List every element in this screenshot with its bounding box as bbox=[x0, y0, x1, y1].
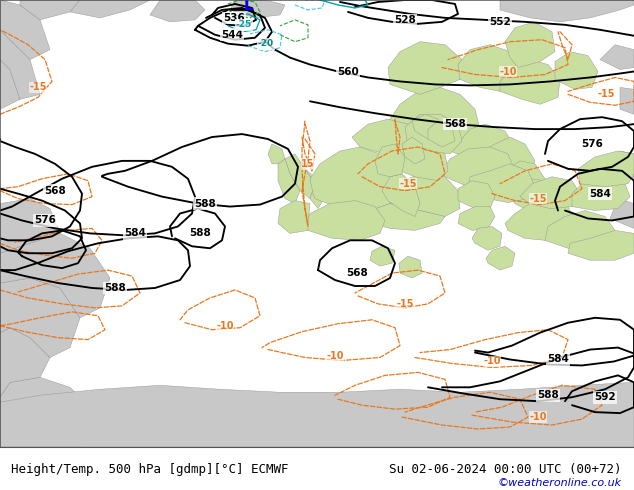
Polygon shape bbox=[428, 121, 455, 147]
Polygon shape bbox=[305, 169, 325, 209]
Polygon shape bbox=[0, 387, 634, 447]
Polygon shape bbox=[230, 0, 285, 18]
Text: 584: 584 bbox=[547, 354, 569, 365]
Polygon shape bbox=[370, 246, 395, 266]
Text: ©weatheronline.co.uk: ©weatheronline.co.uk bbox=[497, 478, 621, 488]
Text: 528: 528 bbox=[394, 15, 416, 25]
Polygon shape bbox=[382, 174, 420, 217]
Polygon shape bbox=[500, 0, 634, 22]
Polygon shape bbox=[490, 161, 545, 196]
Polygon shape bbox=[0, 278, 80, 358]
Polygon shape bbox=[442, 147, 515, 191]
Polygon shape bbox=[568, 230, 634, 260]
Polygon shape bbox=[388, 42, 462, 95]
Text: 592: 592 bbox=[594, 392, 616, 402]
Polygon shape bbox=[399, 256, 422, 278]
Text: 544: 544 bbox=[221, 30, 243, 40]
Text: Height/Temp. 500 hPa [gdmp][°C] ECMWF: Height/Temp. 500 hPa [gdmp][°C] ECMWF bbox=[11, 463, 289, 476]
Text: -15: -15 bbox=[396, 299, 414, 309]
Polygon shape bbox=[390, 171, 460, 217]
Text: -10: -10 bbox=[327, 350, 344, 361]
Polygon shape bbox=[0, 233, 110, 318]
Polygon shape bbox=[310, 147, 400, 211]
Text: 584: 584 bbox=[589, 189, 611, 198]
Polygon shape bbox=[505, 200, 575, 240]
Polygon shape bbox=[545, 211, 615, 250]
Polygon shape bbox=[578, 151, 634, 187]
Polygon shape bbox=[305, 200, 385, 240]
Text: 588: 588 bbox=[194, 198, 216, 209]
Text: Su 02-06-2024 00:00 UTC (00+72): Su 02-06-2024 00:00 UTC (00+72) bbox=[389, 463, 621, 476]
Polygon shape bbox=[505, 179, 552, 211]
Polygon shape bbox=[0, 30, 40, 99]
Polygon shape bbox=[458, 181, 495, 209]
Text: 568: 568 bbox=[346, 268, 368, 278]
Text: -15: -15 bbox=[399, 179, 417, 189]
Polygon shape bbox=[395, 144, 448, 181]
Polygon shape bbox=[340, 203, 445, 230]
Polygon shape bbox=[458, 45, 522, 91]
Text: 568: 568 bbox=[444, 119, 466, 129]
Text: 568: 568 bbox=[44, 186, 66, 196]
Text: 588: 588 bbox=[537, 390, 559, 400]
Text: -15: -15 bbox=[597, 89, 615, 99]
Polygon shape bbox=[0, 328, 50, 397]
Text: -15: -15 bbox=[529, 194, 547, 204]
Polygon shape bbox=[352, 119, 415, 157]
Text: -15: -15 bbox=[29, 82, 47, 93]
Polygon shape bbox=[405, 114, 462, 154]
Text: 560: 560 bbox=[337, 67, 359, 76]
Text: 536: 536 bbox=[223, 13, 245, 23]
Polygon shape bbox=[0, 0, 50, 60]
Text: 588: 588 bbox=[189, 228, 211, 238]
Text: 576: 576 bbox=[581, 139, 603, 149]
Polygon shape bbox=[0, 60, 20, 109]
Text: 576: 576 bbox=[34, 216, 56, 225]
Polygon shape bbox=[20, 0, 80, 20]
Text: -10: -10 bbox=[499, 67, 517, 76]
Text: 588: 588 bbox=[104, 283, 126, 293]
Text: -20: -20 bbox=[258, 39, 274, 48]
Polygon shape bbox=[0, 198, 60, 253]
Polygon shape bbox=[278, 200, 310, 233]
Polygon shape bbox=[285, 154, 315, 198]
Polygon shape bbox=[555, 51, 598, 89]
Polygon shape bbox=[412, 114, 440, 139]
Polygon shape bbox=[472, 226, 502, 250]
Polygon shape bbox=[70, 0, 150, 18]
Polygon shape bbox=[486, 246, 515, 270]
Polygon shape bbox=[500, 60, 560, 104]
Text: -10: -10 bbox=[529, 412, 547, 422]
Polygon shape bbox=[475, 137, 535, 181]
Polygon shape bbox=[615, 151, 634, 179]
Text: -10: -10 bbox=[216, 321, 234, 331]
Polygon shape bbox=[402, 137, 425, 164]
Text: -10: -10 bbox=[483, 357, 501, 367]
Polygon shape bbox=[0, 382, 634, 447]
Polygon shape bbox=[278, 159, 300, 203]
Polygon shape bbox=[505, 22, 555, 68]
Text: 15: 15 bbox=[301, 159, 314, 169]
Text: -25: -25 bbox=[236, 20, 252, 29]
Polygon shape bbox=[375, 144, 405, 177]
Text: 584: 584 bbox=[124, 228, 146, 238]
Polygon shape bbox=[458, 207, 495, 230]
Polygon shape bbox=[572, 179, 630, 211]
Polygon shape bbox=[450, 124, 515, 169]
Polygon shape bbox=[268, 144, 285, 164]
Polygon shape bbox=[620, 87, 634, 114]
Polygon shape bbox=[0, 377, 100, 447]
Polygon shape bbox=[610, 198, 634, 228]
Polygon shape bbox=[388, 87, 480, 151]
Polygon shape bbox=[520, 177, 580, 209]
Polygon shape bbox=[150, 0, 205, 22]
Polygon shape bbox=[600, 45, 634, 70]
Text: L: L bbox=[243, 0, 253, 13]
Polygon shape bbox=[468, 164, 535, 202]
Text: 552: 552 bbox=[489, 17, 511, 27]
